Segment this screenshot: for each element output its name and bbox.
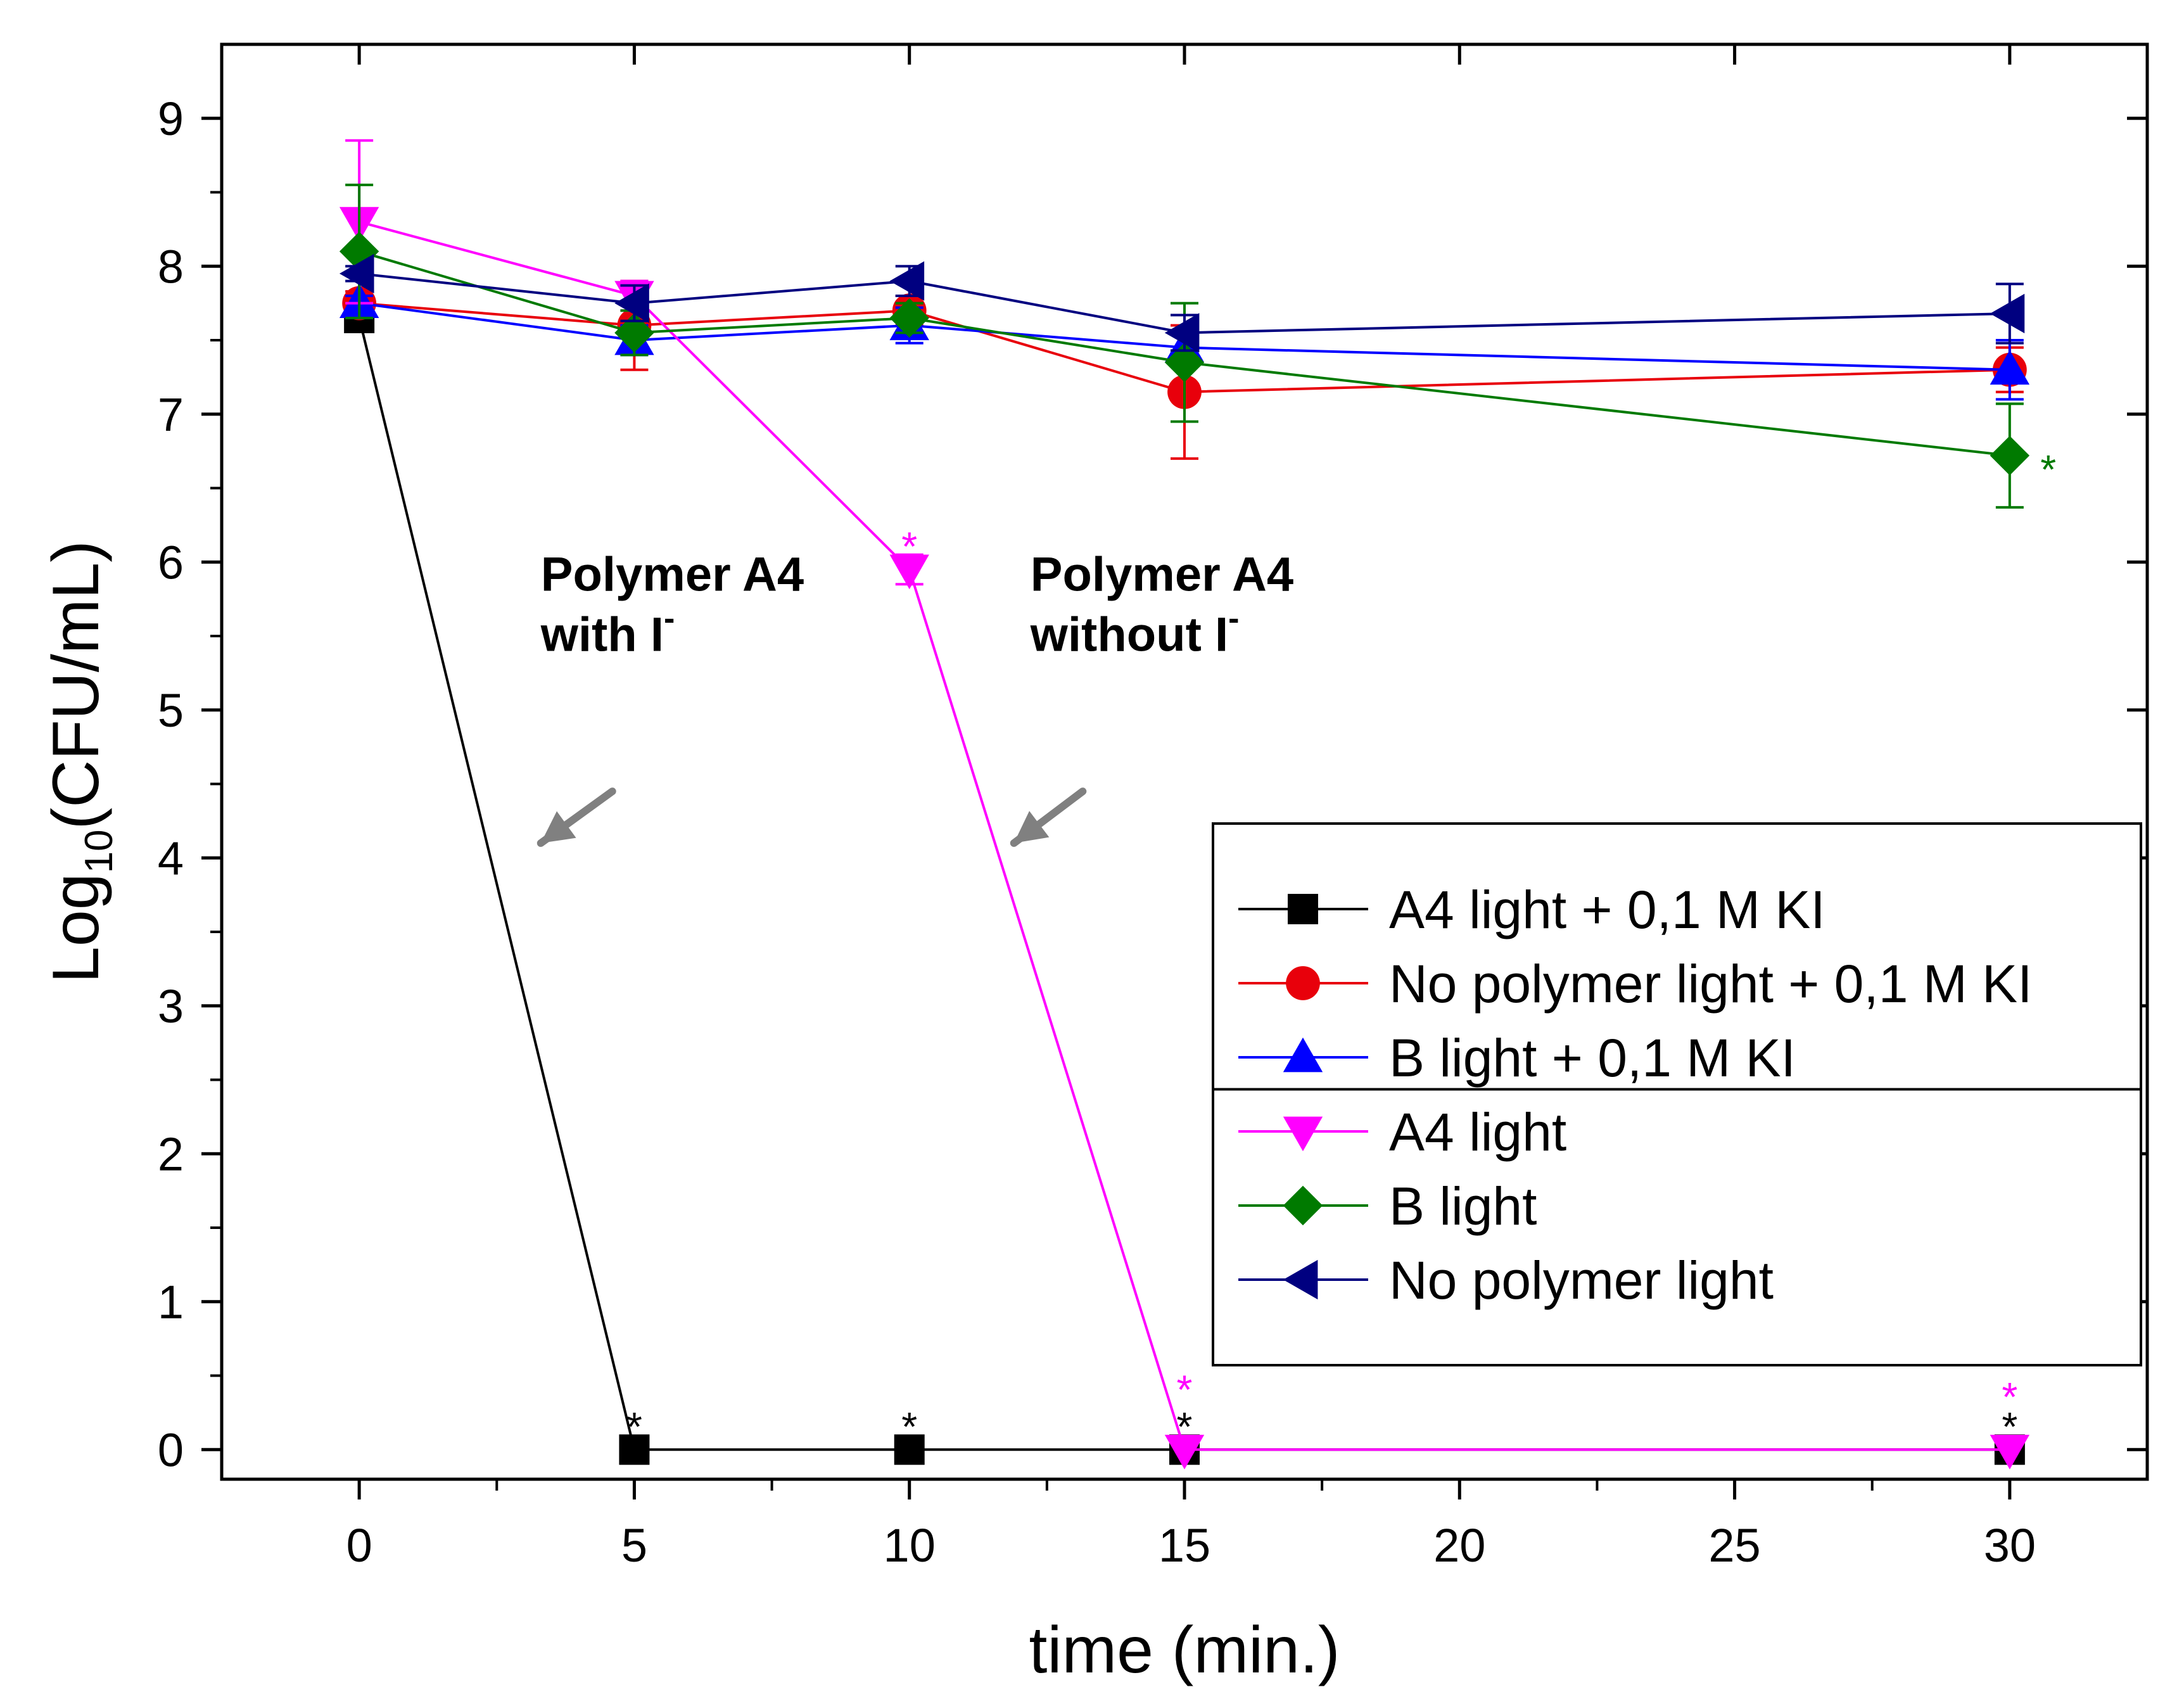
- legend-item: No polymer light: [1238, 1251, 1774, 1310]
- legend-marker: [1286, 966, 1320, 1000]
- data-point: [1164, 313, 1200, 353]
- data-point: [339, 253, 374, 294]
- legend-box: [1212, 822, 2142, 1366]
- data-point: [619, 1434, 650, 1465]
- legend-item: No polymer light + 0,1 M KI: [1238, 954, 2032, 1014]
- significance-star: *: [901, 1404, 917, 1449]
- annotation-label-line1: Polymer A4: [1031, 547, 1293, 601]
- data-point: [1990, 1434, 2030, 1470]
- annotation-label-superscript: -: [1228, 600, 1239, 637]
- series-5: [339, 253, 2025, 353]
- y-tick-label: 2: [158, 1128, 184, 1180]
- data-point: [614, 313, 654, 353]
- series-4: [339, 183, 2030, 509]
- x-tick-label: 30: [1984, 1519, 2036, 1572]
- data-point: [1164, 1434, 1205, 1470]
- data-point: [889, 554, 929, 590]
- significance-star: *: [2002, 1404, 2017, 1449]
- annotation-label-line2: without I-: [1030, 600, 1240, 661]
- legend-marker: [1288, 894, 1318, 924]
- y-axis-title-subscript: 10: [77, 829, 121, 873]
- legend-item: A4 light + 0,1 M KI: [1238, 880, 1825, 939]
- data-point: [1990, 435, 2030, 476]
- y-tick-label: 7: [158, 388, 184, 441]
- significance-star: *: [901, 524, 917, 570]
- x-tick-label: 25: [1708, 1519, 1760, 1572]
- x-axis-title: time (min.): [1029, 1614, 1340, 1687]
- x-tick-label: 5: [621, 1519, 647, 1572]
- x-tick-label: 15: [1159, 1519, 1210, 1572]
- x-tick-label: 0: [346, 1519, 372, 1572]
- data-point: [1164, 342, 1205, 383]
- y-tick-label: 1: [158, 1276, 184, 1328]
- legend-label: A4 light + 0,1 M KI: [1389, 880, 1825, 939]
- legend-marker: [1283, 1259, 1318, 1300]
- y-tick-label: 8: [158, 240, 184, 293]
- data-point: [1990, 350, 2030, 385]
- data-point: [889, 298, 929, 338]
- data-point: [614, 283, 649, 323]
- x-tick-label: 10: [884, 1519, 936, 1572]
- annotation-label-line2: with I-: [540, 600, 675, 661]
- significance-star: *: [626, 1404, 642, 1449]
- y-axis-title: Log10(CFU/mL): [39, 540, 121, 983]
- significance-star: *: [2040, 447, 2056, 492]
- legend: A4 light + 0,1 M KI No polymer light + 0,…: [1212, 822, 2142, 1366]
- annotation-label-main: with I: [540, 608, 664, 661]
- y-tick-label: 3: [158, 980, 184, 1033]
- legend-label: B light + 0,1 M KI: [1389, 1028, 1796, 1088]
- legend-marker: [1283, 1185, 1323, 1226]
- y-tick-label: 9: [158, 92, 184, 145]
- legend-label: B light: [1389, 1176, 1537, 1236]
- legend-item: A4 light: [1238, 1102, 1566, 1162]
- legend-label: A4 light: [1389, 1102, 1566, 1162]
- x-tick-label: 20: [1433, 1519, 1485, 1572]
- significance-star: *: [1177, 1367, 1193, 1413]
- data-point: [889, 261, 925, 301]
- annotation-label-main: without I: [1030, 608, 1228, 661]
- y-tick-label: 0: [158, 1423, 184, 1476]
- data-point: [1990, 293, 2025, 334]
- y-tick-label: 6: [158, 536, 184, 589]
- significance-star: *: [2002, 1374, 2017, 1420]
- legend-label: No polymer light + 0,1 M KI: [1389, 954, 2032, 1014]
- significance-star: *: [1177, 1404, 1193, 1449]
- legend-marker: [1283, 1116, 1323, 1152]
- annotation-label-superscript: -: [664, 600, 675, 637]
- legend-item: B light + 0,1 M KI: [1238, 1028, 1796, 1088]
- legend-label: No polymer light: [1389, 1251, 1774, 1310]
- annotation-label-line1: Polymer A4: [541, 547, 804, 601]
- annotation-arrow-head: [540, 811, 576, 843]
- y-tick-label: 4: [158, 832, 184, 884]
- annotation-arrow-head: [1013, 811, 1050, 843]
- data-point: [894, 1434, 925, 1465]
- y-axis-title-suffix: (CFU/mL): [39, 540, 113, 829]
- y-axis-title-prefix: Log: [39, 873, 113, 983]
- y-tick-label: 5: [158, 684, 184, 737]
- legend-marker: [1283, 1037, 1323, 1073]
- legend-item: B light: [1238, 1176, 1537, 1236]
